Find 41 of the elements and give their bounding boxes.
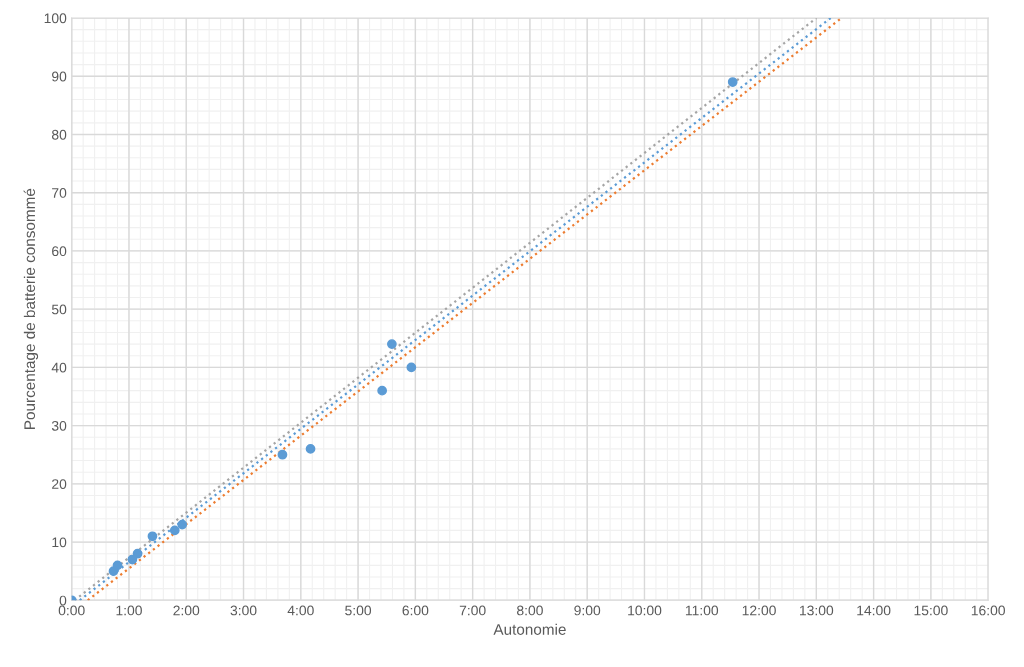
x-tick-label: 9:00: [574, 605, 601, 616]
point: [377, 385, 387, 396]
x-tick-label: 11:00: [685, 605, 719, 616]
point: [305, 444, 316, 454]
y-tick-label: 20: [52, 479, 67, 490]
x-tick-label: 15:00: [914, 605, 948, 616]
x-tick-label: 7:00: [459, 605, 486, 616]
point: [277, 449, 288, 460]
point: [727, 77, 738, 87]
x-tick-label: 1:00: [116, 605, 142, 616]
point: [169, 525, 180, 536]
x-tick-label: 3:00: [230, 605, 257, 616]
y-tick-label: 60: [52, 246, 67, 257]
x-tick-label: 4:00: [287, 605, 314, 616]
x-tick-label: 14:00: [857, 605, 891, 616]
x-tick-label: 2:00: [173, 605, 200, 616]
point: [177, 519, 188, 530]
x-tick-label: 16:00: [971, 605, 1005, 616]
y-tick-label: 80: [51, 129, 67, 140]
x-tick-label: 12:00: [742, 605, 776, 616]
y-tick-label: 50: [51, 304, 67, 315]
x-axis-title: Autonomie: [493, 623, 566, 635]
x-tick-label: 13:00: [800, 605, 834, 616]
y-tick-label: 0: [59, 595, 67, 606]
x-tick-label: 6:00: [402, 605, 429, 616]
y-tick-label: 70: [52, 188, 67, 198]
y-tick-label: 100: [44, 13, 67, 24]
y-tick-label: 30: [51, 420, 67, 431]
x-tick-label: 8:00: [517, 605, 543, 616]
y-tick-label: 40: [51, 362, 67, 373]
y-axis-title: Pourcentage de batterie consommé: [23, 188, 39, 429]
point: [387, 339, 397, 349]
point: [112, 560, 123, 571]
y-tick-label: 10: [52, 537, 67, 548]
point: [406, 362, 417, 373]
point: [147, 531, 158, 542]
y-tick-label: 90: [52, 71, 67, 82]
x-tick-label: 0:00: [58, 605, 85, 616]
x-tick-label: 5:00: [345, 605, 372, 616]
x-tick-label: 10:00: [628, 605, 662, 616]
point: [132, 548, 143, 559]
